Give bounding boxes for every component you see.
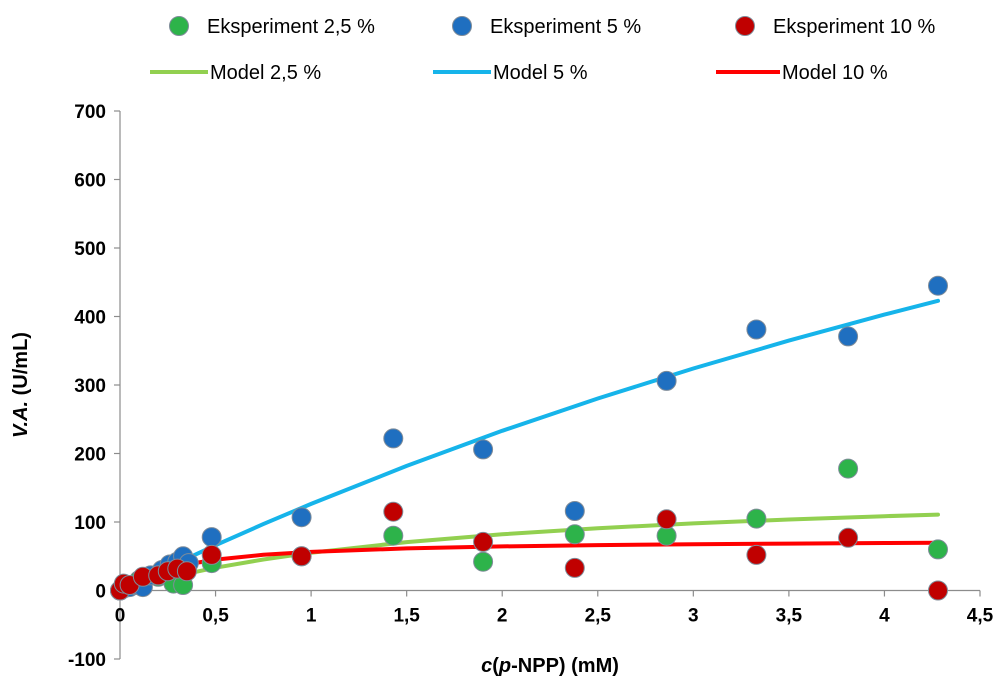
y-tick-label: -100 [68,650,106,671]
y-tick-label: 600 [74,171,106,192]
data-point [176,561,197,582]
data-point [291,507,312,528]
model-line [118,512,940,593]
legend: Eksperiment 2,5 % Eksperiment 5 % Eksperim… [150,16,936,84]
x-tick-label: 2 [497,606,508,627]
data-point [838,458,859,479]
y-tick-label: 200 [74,445,106,466]
y-axis-title: V.A. (U/mL) [10,332,32,438]
axes: -100 0 100 200 300 400 500 600 700 0 0,5 1 1,5 2 2,5 3 3… [68,102,994,671]
data-point [746,544,767,565]
data-point [473,551,494,572]
model-lines [118,298,940,593]
data-point [383,525,404,546]
x-tick-label: 0,5 [202,606,229,627]
data-point [564,557,585,578]
data-point [383,501,404,522]
x-tick-label: 3,5 [776,606,803,627]
data-point [838,527,859,548]
legend-label: Eksperiment 10 % [773,16,936,38]
legend-label: Model 2,5 % [210,62,321,84]
data-point [291,546,312,567]
data-point [201,527,222,548]
x-tick-label: 4,5 [967,606,994,627]
y-tick-label: 300 [74,376,106,397]
legend-label: Eksperiment 5 % [490,16,641,38]
legend-label: Model 10 % [782,62,888,84]
legend-marker [169,16,189,36]
data-point [928,275,948,296]
data-point [928,539,948,560]
data-point [564,524,585,545]
y-tick-label: 700 [74,102,106,123]
x-tick-label: 1 [306,606,317,627]
data-point [564,501,585,521]
legend-marker [735,16,755,36]
x-axis-title: c(p-NPP) (mM) [481,655,619,677]
data-point [746,319,767,340]
data-point [383,428,404,449]
data-point [473,531,494,552]
y-tick-label: 0 [95,582,106,603]
data-point [656,370,677,391]
y-tick-label: 100 [74,513,106,534]
x-tick-label: 4 [879,606,890,627]
y-tick-label: 500 [74,239,106,260]
legend-marker [452,16,472,36]
x-tick-label: 0 [115,606,126,627]
data-point [201,544,222,565]
x-tick-label: 1,5 [393,606,420,627]
data-point [473,439,494,460]
x-tick-label: 2,5 [585,606,612,627]
data-point [746,508,767,529]
y-tick-label: 400 [74,308,106,329]
x-tick-label: 3 [688,606,699,627]
data-points [110,275,948,601]
model-line [118,540,940,593]
data-point [656,509,677,530]
legend-label: Model 5 % [493,62,588,84]
legend-label: Eksperiment 2,5 % [207,16,375,38]
data-point [928,580,948,601]
data-point [838,326,859,347]
